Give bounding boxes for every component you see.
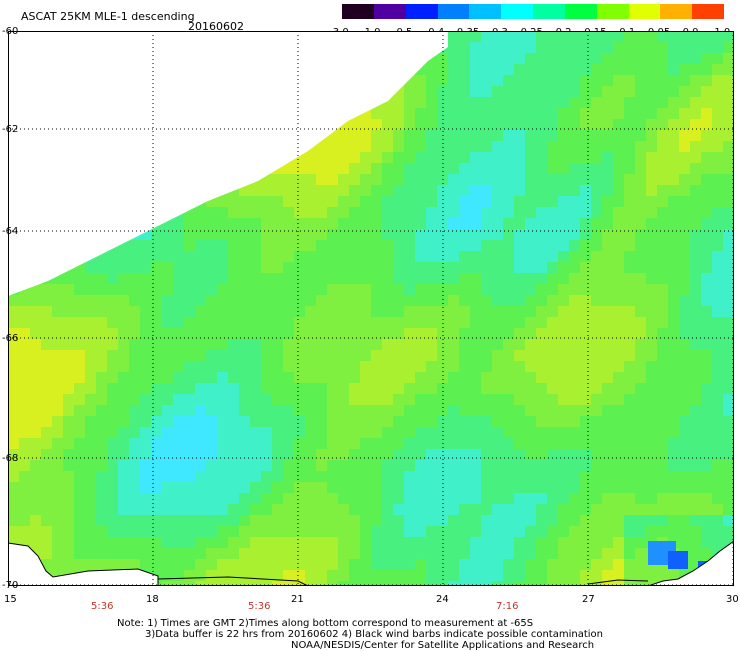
map-canvas — [8, 31, 734, 586]
colorbar-segment — [660, 4, 693, 19]
colorbar-segment — [564, 4, 598, 19]
low-value-patch — [668, 551, 688, 569]
colorbar — [342, 4, 725, 19]
colorbar-segment — [469, 4, 502, 19]
colorbar-segment — [342, 4, 375, 19]
map-area — [8, 31, 734, 586]
lat-label-66: -66 — [2, 333, 19, 344]
colorbar-segment — [628, 4, 661, 19]
colorbar-segment — [596, 4, 629, 19]
time-label-1: 5:36 — [91, 601, 114, 612]
time-label-2: 5:36 — [248, 601, 271, 612]
lon-label-24: 24 — [436, 594, 449, 605]
note-line-2: 3)Data buffer is 22 hrs from 20160602 4)… — [145, 629, 603, 640]
lat-label-62: -62 — [2, 124, 19, 135]
map-frame-border — [8, 31, 734, 586]
note-line-3: NOAA/NESDIS/Center for Satellite Applica… — [291, 640, 595, 651]
note-line-1: Note: 1) Times are GMT 2)Times along bot… — [117, 618, 534, 629]
no-data-region — [8, 31, 448, 296]
colorbar-segment — [373, 4, 407, 19]
lat-label-60: -60 — [2, 26, 19, 37]
coastline-east — [647, 540, 734, 586]
colorbar-segment — [533, 4, 566, 19]
coastline-west — [8, 542, 159, 586]
map-date: 20160602 — [188, 20, 244, 33]
time-label-3: 7:16 — [496, 601, 519, 612]
colorbar-segment — [405, 4, 438, 19]
lon-label-21: 21 — [291, 594, 304, 605]
lat-label-64: -64 — [2, 226, 19, 237]
map-title: ASCAT 25KM MLE-1 descending — [21, 10, 195, 23]
lat-label-70: -70 — [2, 580, 19, 591]
colorbar-segment — [437, 4, 470, 19]
lat-label-68: -68 — [2, 453, 19, 464]
lon-label-30: 30 — [726, 594, 739, 605]
lon-label-27: 27 — [582, 594, 595, 605]
colorbar-segment — [501, 4, 534, 19]
lon-label-15: 15 — [4, 594, 17, 605]
coastline — [157, 576, 649, 586]
colorbar-segment — [692, 4, 725, 19]
lon-label-18: 18 — [146, 594, 159, 605]
